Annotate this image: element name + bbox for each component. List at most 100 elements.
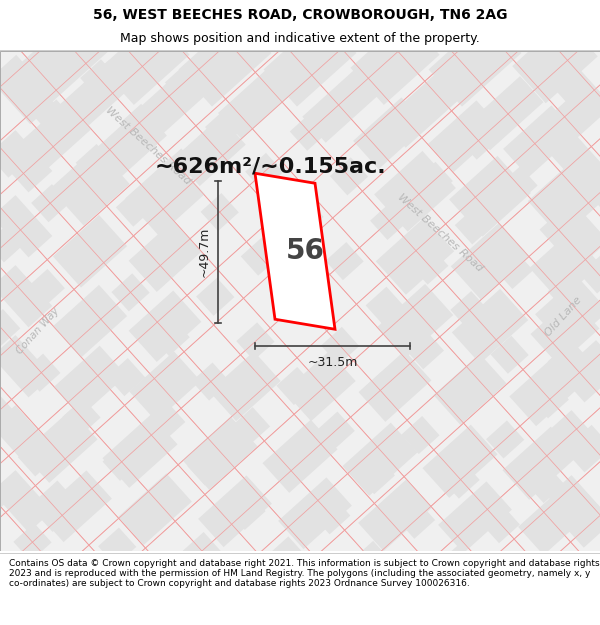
Polygon shape <box>424 0 462 31</box>
Polygon shape <box>209 351 281 421</box>
Polygon shape <box>80 59 118 98</box>
Polygon shape <box>325 242 364 280</box>
Polygon shape <box>330 158 368 196</box>
Polygon shape <box>379 32 417 71</box>
Polygon shape <box>0 309 20 347</box>
Polygon shape <box>18 101 92 172</box>
Polygon shape <box>160 149 199 186</box>
Polygon shape <box>182 417 257 490</box>
Polygon shape <box>281 282 319 320</box>
Polygon shape <box>376 217 454 295</box>
Polygon shape <box>566 509 600 548</box>
Polygon shape <box>112 273 149 311</box>
Polygon shape <box>401 416 440 454</box>
Polygon shape <box>71 229 109 267</box>
Polygon shape <box>57 60 133 132</box>
Polygon shape <box>254 0 292 21</box>
Polygon shape <box>183 532 221 570</box>
Polygon shape <box>438 481 512 553</box>
Polygon shape <box>353 98 427 169</box>
Polygon shape <box>504 81 542 119</box>
Polygon shape <box>205 108 243 146</box>
Polygon shape <box>312 496 350 534</box>
Polygon shape <box>0 51 600 551</box>
Polygon shape <box>374 118 413 155</box>
Polygon shape <box>22 354 61 392</box>
Polygon shape <box>250 68 288 106</box>
Polygon shape <box>442 461 479 499</box>
Polygon shape <box>179 16 271 107</box>
Polygon shape <box>382 75 458 148</box>
Polygon shape <box>334 72 373 111</box>
Polygon shape <box>50 147 130 226</box>
Polygon shape <box>477 590 515 625</box>
Polygon shape <box>543 85 600 148</box>
Polygon shape <box>93 107 167 179</box>
Polygon shape <box>392 586 431 624</box>
Polygon shape <box>548 475 600 538</box>
Polygon shape <box>38 471 112 542</box>
Polygon shape <box>482 505 520 543</box>
Polygon shape <box>530 298 599 365</box>
Polygon shape <box>125 19 163 57</box>
Polygon shape <box>218 68 292 139</box>
Text: ~49.7m: ~49.7m <box>197 227 211 278</box>
Polygon shape <box>22 409 98 483</box>
Polygon shape <box>143 488 181 526</box>
Polygon shape <box>284 351 356 421</box>
Polygon shape <box>546 58 600 124</box>
Polygon shape <box>428 16 521 107</box>
Polygon shape <box>499 166 538 204</box>
Polygon shape <box>548 41 587 79</box>
Polygon shape <box>29 426 81 477</box>
Text: Map shows position and indicative extent of the property.: Map shows position and indicative extent… <box>120 32 480 45</box>
Polygon shape <box>0 394 16 432</box>
Polygon shape <box>317 411 355 449</box>
Polygon shape <box>580 256 600 294</box>
Polygon shape <box>98 528 136 566</box>
Polygon shape <box>308 581 346 619</box>
Polygon shape <box>0 0 38 8</box>
Text: Contains OS data © Crown copyright and database right 2021. This information is : Contains OS data © Crown copyright and d… <box>9 559 599 588</box>
Polygon shape <box>0 265 52 328</box>
Polygon shape <box>0 470 52 532</box>
Polygon shape <box>290 112 328 151</box>
Polygon shape <box>491 336 529 374</box>
Polygon shape <box>272 452 310 490</box>
Polygon shape <box>502 427 578 500</box>
Polygon shape <box>263 16 356 107</box>
Polygon shape <box>62 398 101 436</box>
Polygon shape <box>103 443 141 481</box>
Polygon shape <box>575 340 600 378</box>
Polygon shape <box>452 289 528 364</box>
Text: 56: 56 <box>286 238 325 265</box>
Polygon shape <box>9 608 47 625</box>
Polygon shape <box>0 563 7 601</box>
Polygon shape <box>0 479 11 517</box>
Polygon shape <box>377 284 453 359</box>
Polygon shape <box>518 483 592 555</box>
Polygon shape <box>18 438 56 476</box>
Polygon shape <box>512 19 598 103</box>
Polygon shape <box>370 202 408 240</box>
Polygon shape <box>169 0 208 17</box>
Polygon shape <box>192 362 230 401</box>
Text: ~31.5m: ~31.5m <box>307 356 358 369</box>
Polygon shape <box>255 173 335 329</box>
Text: West Beeches Road: West Beeches Road <box>104 106 193 187</box>
Polygon shape <box>589 86 600 124</box>
Polygon shape <box>539 211 578 249</box>
Polygon shape <box>526 465 565 503</box>
Polygon shape <box>593 1 600 39</box>
Polygon shape <box>562 594 600 625</box>
Polygon shape <box>128 291 202 362</box>
Polygon shape <box>232 407 270 445</box>
Polygon shape <box>397 501 435 539</box>
Polygon shape <box>548 410 600 472</box>
Text: ~626m²/~0.155ac.: ~626m²/~0.155ac. <box>154 156 386 176</box>
Polygon shape <box>26 269 65 307</box>
Polygon shape <box>245 153 283 191</box>
Polygon shape <box>53 285 127 357</box>
Polygon shape <box>262 419 338 493</box>
Polygon shape <box>548 130 600 192</box>
